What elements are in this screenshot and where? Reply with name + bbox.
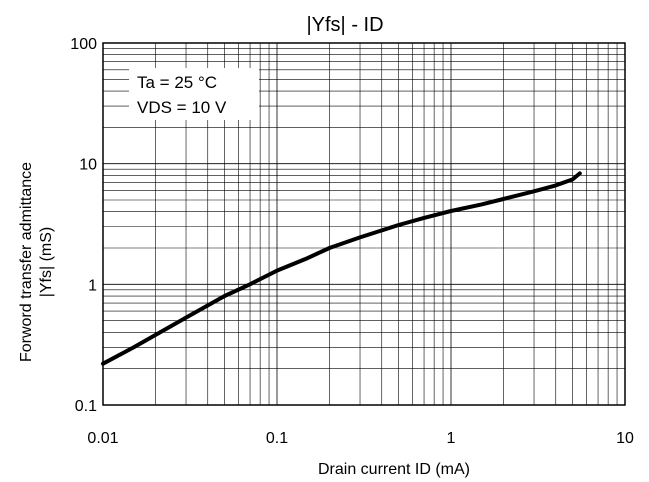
y-axis-label: Forword transfer admittance |Yfs| (mS) — [18, 162, 55, 362]
y-axis-label-line-2: |Yfs| (mS) — [38, 227, 55, 298]
x-tick-label: 0.01 — [87, 430, 118, 447]
series-layer — [101, 171, 582, 366]
plot-frame — [102, 42, 626, 406]
series-line — [101, 171, 582, 366]
y-axis-label-line-1: Forword transfer admittance — [18, 162, 35, 362]
chart-title: |Yfs| - ID — [306, 14, 383, 36]
annotation-vds: VDS = 10 V — [137, 98, 227, 117]
tick-labels: 0.01 0.1 1 10 0.1 1 10 100 — [70, 36, 634, 447]
x-tick-label: 1 — [447, 430, 456, 447]
x-tick-label: 0.1 — [266, 430, 288, 447]
y-tick-label: 10 — [79, 157, 97, 174]
annotation-box: Ta = 25 °C VDS = 10 V — [129, 68, 259, 120]
x-axis-label: Drain current ID (mA) — [318, 461, 470, 478]
y-tick-label: 100 — [70, 36, 97, 53]
x-tick-label: 10 — [616, 430, 634, 447]
y-tick-label: 1 — [88, 277, 97, 294]
y-tick-label: 0.1 — [75, 398, 97, 415]
annotation-temperature: Ta = 25 °C — [137, 73, 217, 92]
annotation-background — [129, 68, 259, 120]
